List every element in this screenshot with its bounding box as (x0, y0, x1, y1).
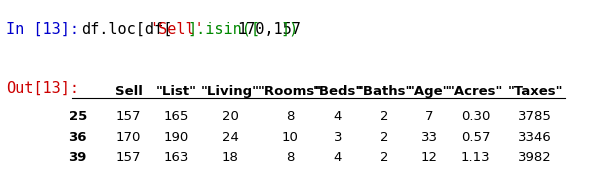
Text: "Acres": "Acres" (448, 85, 503, 98)
Text: 8: 8 (286, 110, 294, 123)
Text: 3346: 3346 (518, 131, 552, 144)
Text: 157: 157 (116, 151, 141, 164)
Text: 4: 4 (334, 151, 342, 164)
Text: "Living": "Living" (201, 85, 260, 98)
Text: 3: 3 (334, 131, 342, 144)
Text: 2: 2 (380, 151, 389, 164)
Text: 20: 20 (222, 110, 239, 123)
Text: 163: 163 (164, 151, 189, 164)
Text: df.loc[df[: df.loc[df[ (81, 22, 172, 37)
Text: 2: 2 (380, 131, 389, 144)
Text: 10: 10 (282, 131, 298, 144)
Text: "Rooms": "Rooms" (258, 85, 322, 98)
Text: 157: 157 (116, 110, 141, 123)
Text: ]): ]) (280, 22, 299, 37)
Text: 33: 33 (421, 131, 438, 144)
Text: 170: 170 (116, 131, 141, 144)
Text: 7: 7 (425, 110, 434, 123)
Text: 36: 36 (69, 131, 87, 144)
Text: 25: 25 (69, 110, 87, 123)
Text: 190: 190 (164, 131, 189, 144)
Text: 18: 18 (222, 151, 239, 164)
Text: 24: 24 (222, 131, 239, 144)
Text: Out[13]:: Out[13]: (6, 81, 79, 96)
Text: ].isin([: ].isin([ (187, 22, 260, 37)
Text: "Age": "Age" (408, 85, 451, 98)
Text: 8: 8 (286, 151, 294, 164)
Text: 4: 4 (334, 110, 342, 123)
Text: 12: 12 (421, 151, 438, 164)
Text: 3982: 3982 (518, 151, 552, 164)
Text: 2: 2 (380, 110, 389, 123)
Text: 1.13: 1.13 (460, 151, 490, 164)
Text: "List": "List" (156, 85, 197, 98)
Text: 170,157: 170,157 (237, 22, 301, 37)
Text: "Baths": "Baths" (356, 85, 413, 98)
Text: 39: 39 (69, 151, 87, 164)
Text: Sell: Sell (115, 85, 142, 98)
Text: 3785: 3785 (518, 110, 552, 123)
Text: "Beds": "Beds" (313, 85, 363, 98)
Text: 165: 165 (164, 110, 189, 123)
Text: 'Sell': 'Sell' (150, 22, 205, 37)
Text: In [13]:: In [13]: (6, 22, 79, 37)
Text: "Taxes": "Taxes" (508, 85, 563, 98)
Text: 0.30: 0.30 (460, 110, 490, 123)
Text: 0.57: 0.57 (460, 131, 490, 144)
